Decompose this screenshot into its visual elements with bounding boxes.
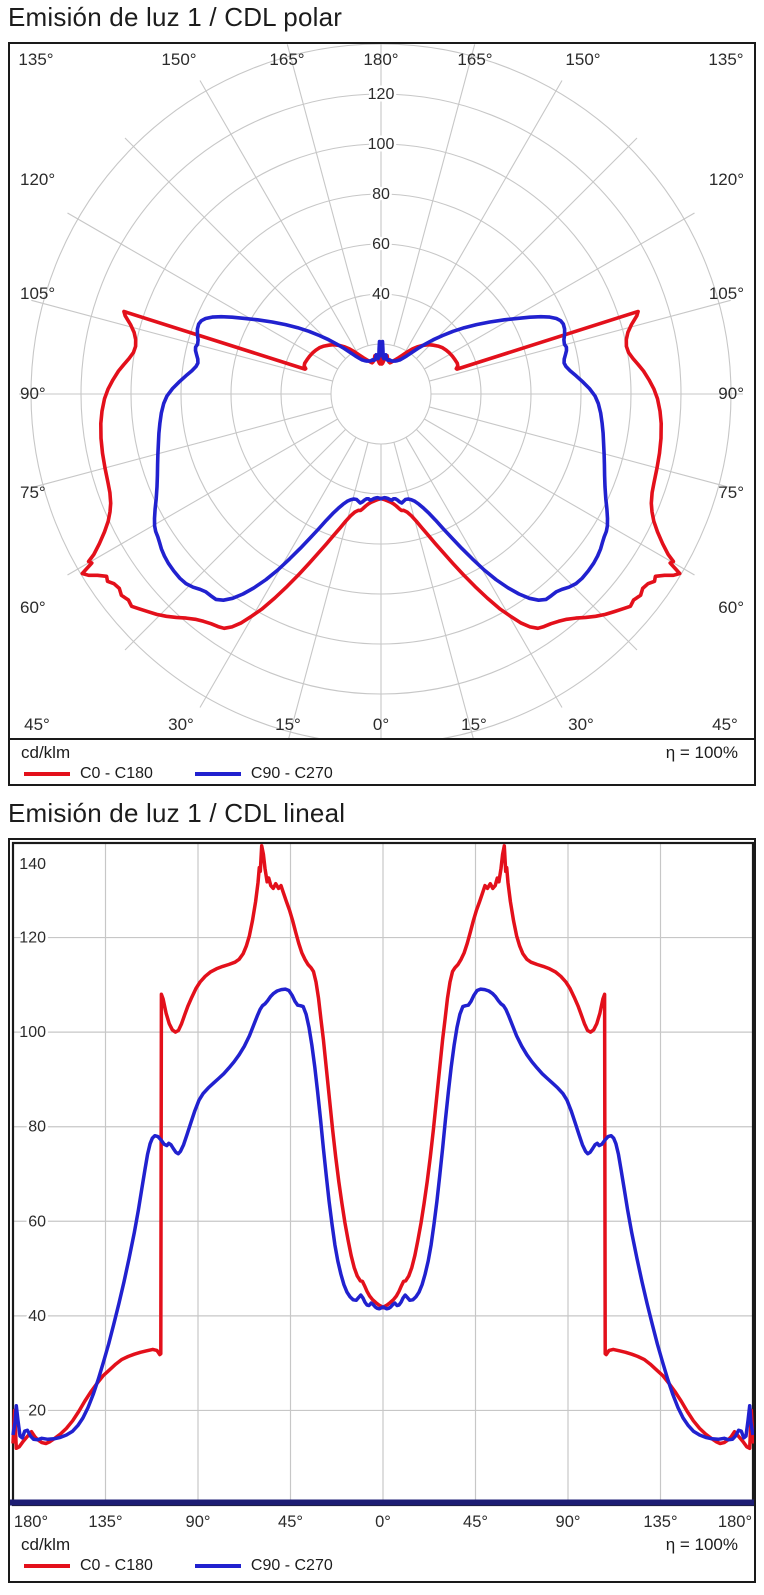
- svg-text:30°: 30°: [568, 715, 594, 734]
- legend-unit-label: cd/klm: [21, 1535, 71, 1554]
- polar-chart-title: Emisión de luz 1 / CDL polar: [8, 2, 343, 32]
- svg-text:20: 20: [28, 1402, 46, 1419]
- linear-diagram: 20 40 60 80 100 120 140 180° 135° 90° 45° 0° 45° 90° 1…: [10, 841, 754, 1532]
- linear-legend: cd/klm η = 100% C0 - C180 C90 - C270: [10, 1532, 754, 1575]
- polar-diagram: 135° 150° 165° 180° 165° 150° 135° 45° 30° 15° 0° 1…: [18, 44, 744, 738]
- svg-text:60: 60: [28, 1213, 46, 1230]
- svg-text:105°: 105°: [709, 284, 744, 303]
- polar-chart-panel: 135° 150° 165° 180° 165° 150° 135° 45° 30° 15° 0° 1…: [8, 42, 756, 786]
- legend-swatch-c0-c180: [24, 772, 70, 776]
- svg-text:135°: 135°: [708, 50, 743, 69]
- svg-text:165°: 165°: [269, 50, 304, 69]
- svg-text:120: 120: [19, 930, 46, 947]
- svg-text:45°: 45°: [24, 715, 50, 734]
- legend-unit-label: cd/klm: [21, 743, 71, 762]
- svg-text:135°: 135°: [88, 1513, 122, 1531]
- polar-axis-labels: 135° 150° 165° 180° 165° 150° 135° 45° 30° 15° 0° 1…: [18, 50, 744, 734]
- linear-curve-c90-c270: [11, 987, 754, 1442]
- svg-text:90°: 90°: [556, 1513, 581, 1531]
- svg-text:180°: 180°: [363, 50, 398, 69]
- svg-text:80: 80: [28, 1119, 46, 1136]
- legend-swatch-c90-c270: [194, 1564, 241, 1568]
- svg-text:45°: 45°: [278, 1513, 303, 1531]
- svg-text:100: 100: [19, 1024, 46, 1041]
- linear-axis-labels: 20 40 60 80 100 120 140 180° 135° 90° 45° 0° 45° 90° 1…: [14, 854, 752, 1532]
- legend-efficiency-label: η = 100%: [665, 743, 738, 762]
- svg-text:45°: 45°: [463, 1513, 488, 1531]
- svg-text:30°: 30°: [168, 715, 194, 734]
- svg-text:75°: 75°: [20, 483, 46, 502]
- svg-text:40: 40: [28, 1308, 46, 1325]
- legend-swatch-c90-c270: [194, 772, 241, 776]
- svg-text:150°: 150°: [565, 50, 600, 69]
- polar-legend: cd/klm η = 100% C0 - C180 C90 - C270: [10, 738, 754, 783]
- svg-text:90°: 90°: [20, 384, 46, 403]
- svg-text:40: 40: [372, 286, 390, 303]
- legend-label-c0-c180: C0 - C180: [80, 1557, 153, 1574]
- legend-label-c0-c180: C0 - C180: [80, 765, 153, 782]
- svg-text:140: 140: [19, 856, 46, 873]
- svg-text:120: 120: [368, 86, 395, 103]
- svg-text:90°: 90°: [718, 384, 744, 403]
- svg-text:60: 60: [372, 236, 390, 253]
- svg-text:150°: 150°: [161, 50, 196, 69]
- svg-text:135°: 135°: [643, 1513, 677, 1531]
- polar-grid: [19, 44, 743, 738]
- svg-text:165°: 165°: [457, 50, 492, 69]
- svg-text:15°: 15°: [461, 715, 487, 734]
- linear-chart-panel: 20 40 60 80 100 120 140 180° 135° 90° 45° 0° 45° 90° 1…: [8, 838, 756, 1583]
- legend-efficiency-label: η = 100%: [665, 1535, 738, 1554]
- svg-text:120°: 120°: [20, 170, 55, 189]
- svg-text:180°: 180°: [718, 1513, 752, 1531]
- svg-text:120°: 120°: [709, 170, 744, 189]
- svg-text:100: 100: [368, 136, 395, 153]
- legend-label-c90-c270: C90 - C270: [250, 765, 333, 782]
- legend-label-c90-c270: C90 - C270: [250, 1557, 333, 1574]
- svg-text:60°: 60°: [718, 598, 744, 617]
- svg-text:75°: 75°: [718, 483, 744, 502]
- linear-chart-title: Emisión de luz 1 / CDL lineal: [8, 798, 346, 828]
- svg-text:105°: 105°: [20, 284, 55, 303]
- svg-text:90°: 90°: [186, 1513, 211, 1531]
- legend-swatch-c0-c180: [24, 1564, 70, 1568]
- svg-text:45°: 45°: [712, 715, 738, 734]
- polar-curve-c90-c270: [152, 314, 610, 602]
- svg-text:15°: 15°: [275, 715, 301, 734]
- svg-text:180°: 180°: [14, 1513, 48, 1531]
- svg-text:0°: 0°: [375, 1513, 391, 1531]
- svg-text:135°: 135°: [18, 50, 53, 69]
- linear-grid: [13, 843, 753, 1505]
- svg-text:0°: 0°: [373, 715, 389, 734]
- svg-text:60°: 60°: [20, 598, 46, 617]
- svg-text:80: 80: [372, 186, 390, 203]
